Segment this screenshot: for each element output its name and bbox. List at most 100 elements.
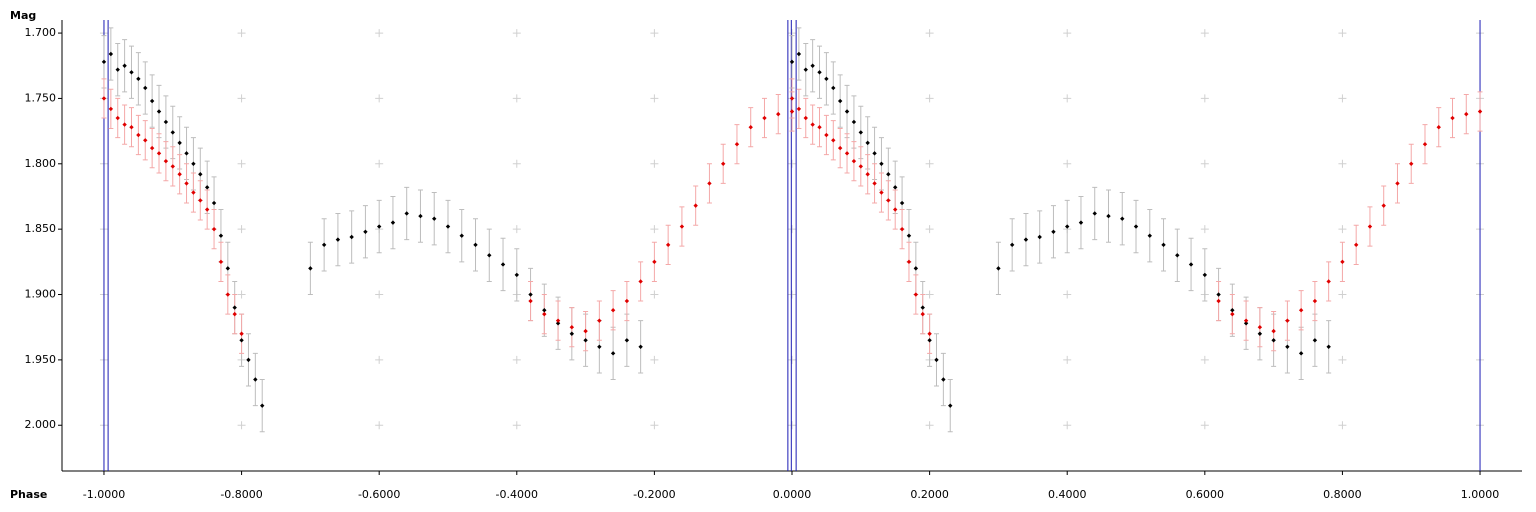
grid-cross: [650, 29, 659, 38]
data-point: [122, 122, 127, 127]
x-tick-label: -0.8000: [220, 488, 262, 501]
grid-cross: [237, 421, 246, 430]
data-point: [211, 200, 217, 206]
data-point: [927, 338, 932, 343]
data-point: [528, 292, 533, 297]
data-point: [837, 145, 843, 151]
data-point: [1230, 311, 1235, 317]
grid-cross: [925, 29, 934, 38]
data-point: [1147, 233, 1152, 238]
data-point: [1216, 298, 1221, 304]
data-point: [879, 190, 884, 195]
x-tick-label: -0.4000: [496, 488, 538, 501]
data-point: [542, 311, 547, 317]
grid-cross: [237, 159, 246, 168]
data-point: [232, 311, 237, 317]
data-point: [1243, 318, 1249, 323]
data-point: [101, 96, 107, 101]
grid-cross: [512, 29, 521, 38]
data-point: [693, 203, 698, 208]
x-tick-label: 1.0000: [1461, 488, 1500, 501]
grid-cross: [925, 225, 934, 234]
data-point: [906, 233, 912, 238]
grid-cross: [788, 355, 796, 364]
data-point: [597, 344, 602, 350]
grid-cross: [1063, 29, 1072, 38]
data-point: [831, 138, 836, 143]
data-point: [707, 181, 712, 186]
data-point: [624, 338, 630, 343]
data-point: [899, 200, 905, 206]
data-point: [555, 321, 561, 326]
data-point: [831, 85, 836, 91]
x-tick-label: -0.2000: [633, 488, 675, 501]
data-point: [893, 185, 898, 190]
data-point: [927, 331, 932, 336]
data-point: [487, 253, 492, 258]
data-point: [204, 207, 210, 212]
data-point: [652, 259, 657, 265]
data-point: [679, 224, 685, 229]
data-point: [1477, 109, 1483, 114]
data-point: [232, 305, 237, 310]
grid-cross: [650, 421, 659, 430]
data-point: [1326, 344, 1331, 350]
data-point: [851, 158, 857, 164]
grid-cross: [237, 225, 246, 234]
data-point: [748, 124, 753, 130]
grid-cross: [1338, 94, 1347, 103]
data-point: [1257, 331, 1263, 336]
data-point: [363, 229, 368, 234]
data-point: [239, 331, 244, 336]
data-point: [665, 242, 671, 248]
y-tick-label: 1.850: [25, 222, 57, 235]
x-tick-label: 0.2000: [910, 488, 949, 501]
grid-cross: [375, 421, 384, 430]
grid-cross: [1200, 355, 1209, 364]
data-point: [913, 266, 919, 271]
grid-cross: [1338, 225, 1347, 234]
data-point: [1367, 224, 1373, 229]
data-point: [851, 119, 857, 125]
grid-cross: [512, 94, 521, 103]
data-point: [789, 59, 795, 65]
data-point: [796, 51, 802, 57]
data-point: [170, 164, 175, 169]
data-point: [260, 403, 265, 408]
data-point: [886, 198, 891, 203]
data-point: [204, 185, 210, 190]
data-point: [1188, 262, 1194, 267]
data-point: [1065, 224, 1070, 229]
x-axis-label: Phase: [10, 488, 47, 501]
data-point: [734, 141, 740, 147]
data-point: [149, 145, 155, 151]
data-point: [810, 63, 815, 68]
grid-cross: [925, 421, 934, 430]
data-point: [720, 161, 726, 166]
grid-cross: [650, 159, 659, 168]
data-point: [1175, 253, 1180, 258]
data-point: [1120, 216, 1125, 221]
data-point: [1037, 234, 1042, 240]
data-point: [569, 331, 575, 336]
data-point: [1216, 292, 1221, 297]
grid-cross: [1063, 421, 1072, 430]
data-point: [1450, 115, 1455, 121]
grid-cross: [1338, 290, 1347, 299]
data-point: [948, 403, 953, 408]
data-point: [934, 357, 939, 363]
data-point: [941, 377, 946, 382]
grid-cross: [650, 94, 659, 103]
y-tick-label: 1.700: [25, 26, 57, 39]
data-point: [418, 213, 423, 219]
data-point: [308, 266, 313, 271]
data-point: [624, 298, 630, 304]
grid-cross: [1063, 290, 1072, 299]
data-point: [872, 151, 877, 156]
data-point: [177, 172, 182, 177]
y-tick-label: 1.900: [25, 288, 57, 301]
data-point: [335, 237, 341, 242]
grid-cross: [1338, 159, 1347, 168]
grid-cross: [788, 290, 796, 299]
